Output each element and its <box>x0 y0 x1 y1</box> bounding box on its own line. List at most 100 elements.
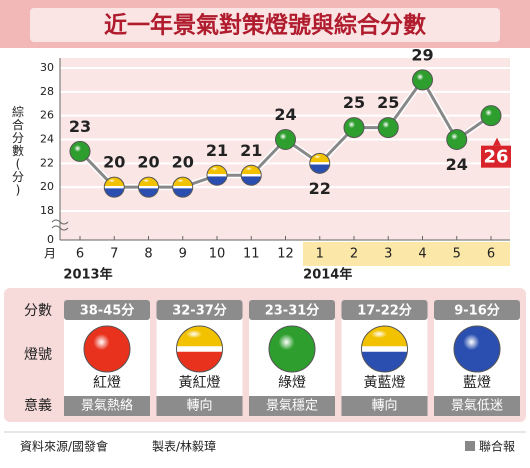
point <box>309 152 331 174</box>
value-label: 21 <box>240 141 262 160</box>
ball-stripe <box>172 185 193 189</box>
x-tick-label: 12 <box>277 247 294 262</box>
value-label: 20 <box>103 153 125 172</box>
y-tick-label: 0 <box>47 233 54 246</box>
ball-top <box>241 165 262 176</box>
value-label: 23 <box>69 117 91 136</box>
y-tick-label: 24 <box>40 133 54 146</box>
y-tick-label: 22 <box>40 156 54 169</box>
ball-bottom <box>207 175 227 186</box>
ball-top <box>172 177 193 188</box>
ball-stripe <box>104 185 125 189</box>
legend-range: 38-45分 <box>80 303 135 319</box>
ball-top <box>309 153 330 164</box>
ball-outline <box>138 176 159 198</box>
source: 資料來源/國發會 <box>20 439 108 454</box>
legend-meaning: 轉向 <box>186 398 212 414</box>
year-label: 2013年 <box>63 267 112 283</box>
title-box <box>30 8 500 42</box>
legend-range-bg <box>156 300 243 320</box>
x-tick-label: 7 <box>110 247 118 262</box>
ball-outline <box>172 176 194 198</box>
legend-meaning: 景氣低迷 <box>451 399 503 414</box>
ball <box>446 129 468 150</box>
point <box>206 164 228 186</box>
ball-bottom <box>104 187 125 198</box>
ball-top <box>361 326 408 349</box>
ball <box>275 129 296 150</box>
legend-range-bg <box>434 300 520 320</box>
publisher: 聯合報 <box>479 439 515 454</box>
point <box>446 129 468 150</box>
ball <box>69 140 91 162</box>
legend-name: 綠燈 <box>278 375 306 391</box>
legend-light <box>83 325 131 373</box>
legend-name: 黃紅燈 <box>179 375 221 391</box>
ball-bottom <box>176 349 223 372</box>
value-label: 26 <box>483 147 508 168</box>
point <box>343 117 365 139</box>
ball-stripe <box>241 174 262 177</box>
legend-range: 23-31分 <box>265 303 320 319</box>
point <box>275 129 296 150</box>
legend-range-bg <box>341 300 428 320</box>
y-tick-label: 18 <box>40 204 54 217</box>
year-band <box>303 242 510 266</box>
legend-meaning-bg <box>64 396 150 416</box>
last-label-pointer <box>493 137 501 146</box>
y-tick-label: 20 <box>40 180 54 193</box>
x-tick-label: 1 <box>316 247 324 262</box>
ball-stripe <box>309 162 330 165</box>
point <box>69 140 91 162</box>
ball-bottom <box>361 349 408 372</box>
legend-range: 32-37分 <box>172 303 227 319</box>
ball-stripe <box>138 185 159 189</box>
y-tick-label: 30 <box>40 61 54 74</box>
ball-top <box>138 177 159 188</box>
ball-outline <box>240 164 262 186</box>
ball <box>480 105 502 127</box>
x-tick-label: 5 <box>453 247 461 262</box>
ball-top <box>176 326 223 349</box>
legend-name: 藍燈 <box>463 375 491 391</box>
publisher-icon <box>465 441 475 451</box>
value-label: 25 <box>377 93 399 112</box>
ball-outline <box>103 176 125 198</box>
legend-row-label: 燈號 <box>24 347 52 363</box>
x-tick-label: 4 <box>418 247 426 262</box>
ball <box>343 117 365 139</box>
value-label: 21 <box>206 141 228 160</box>
ball-outline <box>309 152 331 174</box>
ball <box>453 325 501 373</box>
point <box>377 117 399 139</box>
ball <box>83 325 131 373</box>
ball-outline <box>176 325 223 373</box>
legend-meaning-bg <box>249 396 335 416</box>
legend-row-label: 分數 <box>24 303 52 319</box>
x-tick-label: 9 <box>179 247 187 262</box>
legend-meaning: 轉向 <box>371 398 397 414</box>
value-label: 24 <box>274 105 296 124</box>
point <box>480 105 502 127</box>
point <box>240 164 262 186</box>
point <box>172 176 194 198</box>
legend-range-bg <box>64 300 150 320</box>
legend-light <box>361 325 408 373</box>
point <box>412 69 433 91</box>
ball-outline <box>361 325 408 373</box>
y-tick-label: 28 <box>40 85 54 98</box>
legend-light <box>453 325 501 373</box>
value-label: 20 <box>137 153 159 172</box>
legend-name: 紅燈 <box>93 375 121 391</box>
ball <box>377 117 399 139</box>
legend-meaning-bg <box>434 396 520 416</box>
point <box>103 176 125 198</box>
legend-light <box>176 325 223 373</box>
ball-stripe <box>176 346 223 352</box>
x-tick-label: 3 <box>384 247 392 262</box>
ball <box>268 325 316 373</box>
x-tick-label: 10 <box>209 247 226 262</box>
legend-range: 17-22分 <box>357 303 412 319</box>
y-tick-label: 26 <box>40 109 54 122</box>
